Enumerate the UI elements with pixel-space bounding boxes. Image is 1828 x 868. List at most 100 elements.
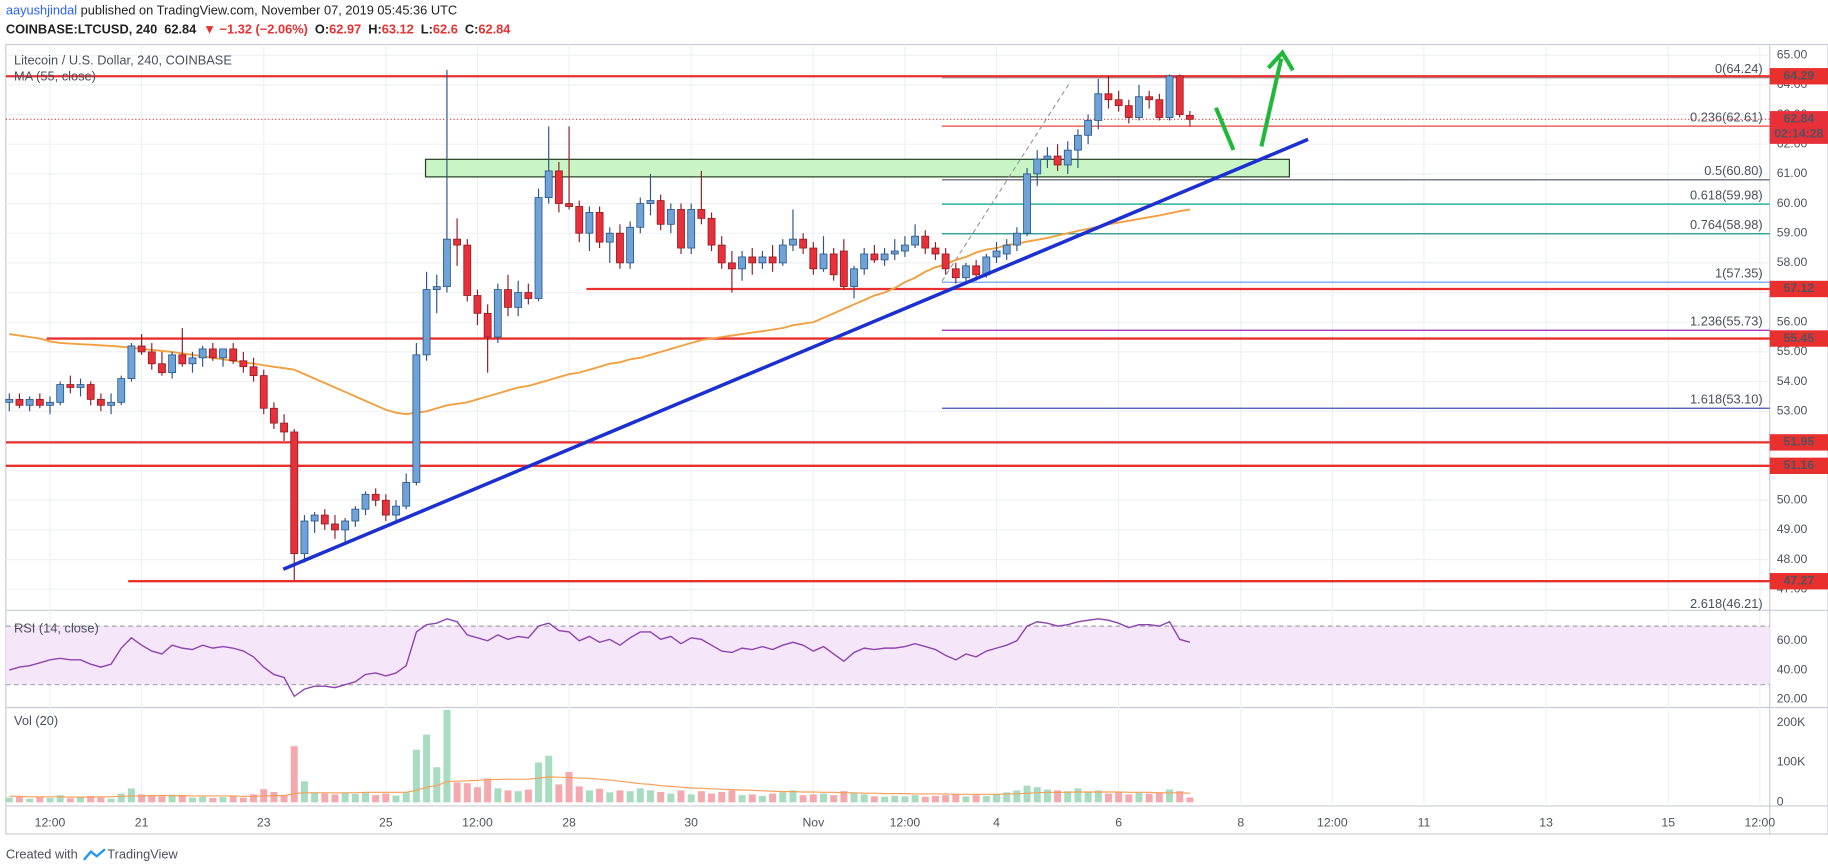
volume-bar <box>1033 787 1041 803</box>
volume-bar <box>1043 789 1051 803</box>
fib-label: 1.618(53.10) <box>1690 391 1763 406</box>
author[interactable]: aayushjindal <box>6 3 77 18</box>
candle-body <box>962 265 970 279</box>
volume-bar <box>738 795 746 803</box>
volume-bar <box>1176 791 1184 803</box>
volume-bar <box>799 795 807 803</box>
volume-bar <box>1094 790 1102 803</box>
candle-body <box>453 238 462 246</box>
last-price-tag <box>1769 111 1828 144</box>
volume-bar <box>1013 790 1021 803</box>
y-tick-label: 59.00 <box>1777 225 1808 239</box>
volume-bar <box>850 792 858 803</box>
x-tick-label: 15 <box>1661 816 1675 830</box>
candle-body <box>1104 93 1113 101</box>
volume-bar <box>524 789 532 803</box>
candle-body <box>1074 134 1082 151</box>
candle-body <box>147 351 156 365</box>
candle-body <box>901 244 909 252</box>
level-tag <box>1769 573 1828 590</box>
volume-bar <box>331 794 339 803</box>
candle-body <box>758 256 767 264</box>
volume-bar <box>718 791 726 803</box>
candle-body <box>738 256 746 270</box>
candle-body <box>1094 93 1103 121</box>
volume-bar <box>382 793 390 803</box>
candle-body <box>432 286 441 290</box>
level-tag-label: 64.29 <box>1784 68 1815 82</box>
y-tick-label: 58.00 <box>1777 255 1808 269</box>
volume-bar <box>138 794 146 803</box>
volume-bar <box>178 795 186 803</box>
volume-bar <box>1166 789 1174 803</box>
candle-body <box>158 363 166 374</box>
symbol: COINBASE:LTCUSD, 240 <box>6 22 157 37</box>
volume-bar <box>687 794 695 803</box>
volume-bar <box>779 792 787 803</box>
x-tick-label: 11 <box>1418 816 1431 830</box>
volume-bar <box>168 794 176 803</box>
candle-body <box>1124 105 1133 118</box>
volume-bar <box>484 778 492 803</box>
y-tick-label: 65.00 <box>1777 47 1808 61</box>
candle-body <box>870 253 879 261</box>
candle-body <box>941 253 950 270</box>
volume-bar <box>290 746 298 803</box>
volume-bar <box>87 795 95 803</box>
footer-brand[interactable]: TradingView <box>107 846 178 861</box>
volume-bar <box>473 787 481 803</box>
y-tick-label: 61.00 <box>1777 166 1808 180</box>
volume-bar <box>626 791 634 803</box>
green-arrow-head <box>1266 49 1295 72</box>
volume-bar <box>1084 792 1092 803</box>
candle-body <box>351 508 360 522</box>
y-tick-label: 60.00 <box>1777 196 1808 210</box>
candle-body <box>595 212 604 243</box>
candle-body <box>656 200 665 225</box>
candle-body <box>46 401 54 406</box>
candle-body <box>229 348 238 362</box>
volume-bar <box>758 795 766 803</box>
open-value: 62.97 <box>329 22 361 37</box>
volume-bar <box>219 797 227 803</box>
last-price-label: 62.84 <box>1784 111 1815 125</box>
fib-label: 0.5(60.80) <box>1704 163 1762 178</box>
volume-bar <box>77 797 85 803</box>
fib-label: 1.236(55.73) <box>1690 313 1763 328</box>
volume-bar <box>46 797 54 803</box>
volume-bar <box>697 791 705 803</box>
candle-body <box>1175 75 1184 115</box>
candle-body <box>259 375 268 409</box>
candle-body <box>402 482 411 507</box>
rsi-tick-label: 40.00 <box>1777 662 1808 676</box>
rsi-tick-label: 20.00 <box>1777 692 1808 706</box>
fib-label: 2.618(46.21) <box>1690 596 1763 611</box>
fib-levels: 0(64.24) 0.236(62.61) 0.5(60.80) 0.618(59.9… <box>941 61 1770 611</box>
volume-bar <box>1003 792 1011 803</box>
rsi-band <box>5 626 1770 685</box>
published: published on TradingView.com, November 0… <box>77 3 457 18</box>
volume-bar <box>575 786 583 803</box>
volume-bar <box>840 791 848 803</box>
volume-bar <box>423 734 431 803</box>
y-tick-label: 53.00 <box>1777 403 1808 417</box>
volume-bar <box>412 749 420 803</box>
high-label: H: <box>368 22 382 37</box>
volume-bar <box>881 796 889 803</box>
x-tick-label: 12:00 <box>1317 816 1348 830</box>
candle-body <box>626 226 635 264</box>
volume-bar <box>748 794 756 803</box>
candle-body <box>524 292 533 299</box>
volume-bar <box>870 796 878 803</box>
candle-body <box>972 265 981 276</box>
volume-bar <box>199 796 207 803</box>
volume-bar <box>585 790 593 803</box>
volume-pane <box>5 709 1194 803</box>
volume-bar <box>789 790 797 803</box>
volume-bar <box>402 792 410 803</box>
candle-body <box>748 256 757 264</box>
volume-bar <box>962 796 970 803</box>
change: ▼ −1.32 (−2.06%) <box>203 22 308 37</box>
volume-legend: Vol (20) <box>14 713 58 728</box>
